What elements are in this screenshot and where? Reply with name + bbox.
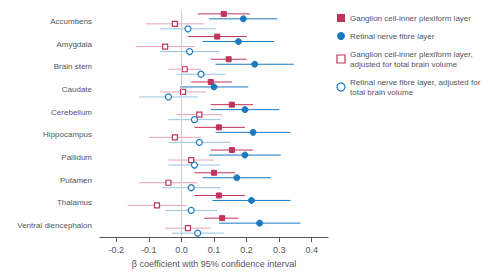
svg-text:Thalamus: Thalamus bbox=[57, 198, 92, 207]
svg-text:0.3: 0.3 bbox=[273, 245, 286, 255]
svg-text:Cerebellum: Cerebellum bbox=[51, 108, 92, 117]
svg-text:Ventral diencephalon: Ventral diencephalon bbox=[17, 221, 92, 230]
svg-text:0.0: 0.0 bbox=[175, 245, 188, 255]
svg-text:adjusted for total brain volum: adjusted for total brain volume bbox=[350, 60, 458, 69]
svg-text:Putamen: Putamen bbox=[60, 176, 92, 185]
svg-text:0.2: 0.2 bbox=[240, 245, 253, 255]
svg-text:-0.2: -0.2 bbox=[109, 245, 125, 255]
svg-text:-0.1: -0.1 bbox=[141, 245, 157, 255]
svg-text:Retinal nerve fibre layer, adj: Retinal nerve fibre layer, adjusted for bbox=[350, 78, 483, 87]
svg-text:total brain volume: total brain volume bbox=[350, 88, 414, 97]
svg-text:Hippocampus: Hippocampus bbox=[43, 130, 92, 139]
svg-text:Brain stem: Brain stem bbox=[54, 62, 93, 71]
svg-text:Ganglion cell-inner plexiform: Ganglion cell-inner plexiform layer, bbox=[350, 50, 475, 59]
svg-text:Retinal nerve fibre layer: Retinal nerve fibre layer bbox=[350, 32, 435, 41]
svg-text:Ganglion cell-inner plexiform: Ganglion cell-inner plexiform layer bbox=[350, 14, 471, 23]
svg-text:β coefficient with 95% confide: β coefficient with 95% confidence interv… bbox=[132, 259, 297, 269]
svg-text:Amygdala: Amygdala bbox=[56, 40, 92, 49]
svg-text:Accumbens: Accumbens bbox=[50, 17, 92, 26]
svg-text:0.4: 0.4 bbox=[305, 245, 318, 255]
svg-text:Pallidum: Pallidum bbox=[61, 153, 92, 162]
svg-text:0.1: 0.1 bbox=[208, 245, 221, 255]
svg-text:Caudate: Caudate bbox=[62, 85, 93, 94]
